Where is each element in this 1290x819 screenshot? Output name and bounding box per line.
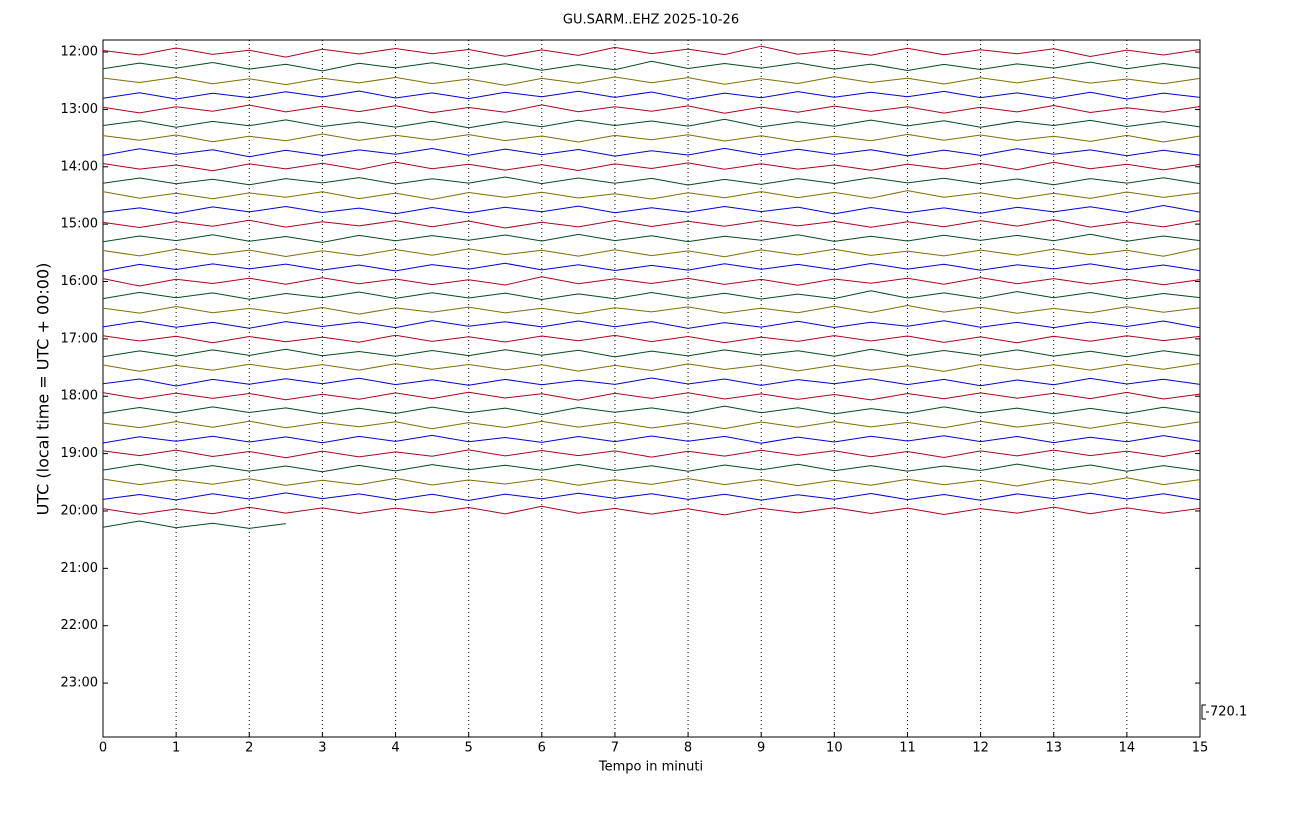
x-tick-label: 2 <box>245 741 253 756</box>
plot-frame <box>102 39 1201 738</box>
trace <box>102 405 1201 416</box>
trace <box>102 90 1201 100</box>
trace <box>102 262 1201 272</box>
x-tick-label: 1 <box>172 741 180 756</box>
trace <box>102 304 1201 315</box>
trace <box>102 104 1201 114</box>
trace <box>102 520 286 529</box>
trace <box>102 463 1201 473</box>
x-tick-label: 4 <box>391 741 399 756</box>
x-tick-label: 13 <box>1045 741 1062 756</box>
y-tick-label: 16:00 <box>61 274 98 289</box>
trace <box>102 60 1201 72</box>
chart-title: GU.SARM..EHZ 2025-10-26 <box>563 13 739 28</box>
trace <box>102 290 1201 301</box>
x-tick-label: 14 <box>1119 741 1136 756</box>
trace <box>102 161 1201 172</box>
x-tick-label: 8 <box>684 741 692 756</box>
trace <box>102 320 1201 329</box>
y-tick-label: 20:00 <box>61 503 98 518</box>
x-tick-label: 10 <box>826 741 843 756</box>
trace <box>102 45 1201 58</box>
x-tick-label: 6 <box>538 741 546 756</box>
trace <box>102 76 1201 86</box>
trace <box>102 391 1201 401</box>
y-tick-label: 21:00 <box>61 561 98 576</box>
x-tick-label: 11 <box>899 741 916 756</box>
trace <box>102 176 1201 186</box>
y-tick-label: 19:00 <box>61 446 98 461</box>
trace <box>102 449 1201 459</box>
x-tick-label: 5 <box>465 741 473 756</box>
trace <box>102 334 1201 344</box>
y-tick-label: 14:00 <box>61 159 98 174</box>
x-tick-label: 12 <box>972 741 989 756</box>
trace <box>102 147 1201 158</box>
trace <box>102 348 1201 358</box>
y-tick-label: 17:00 <box>61 331 98 346</box>
trace <box>102 377 1201 387</box>
trace <box>102 276 1201 287</box>
scale-bar <box>1201 704 1209 720</box>
x-tick-label: 3 <box>318 741 326 756</box>
trace <box>102 477 1201 487</box>
trace <box>102 190 1201 201</box>
scale-label: 720.1 <box>1210 705 1247 720</box>
x-tick-label: 0 <box>99 741 107 756</box>
trace <box>102 204 1201 215</box>
trace <box>102 363 1201 372</box>
y-tick-label: 22:00 <box>61 618 98 633</box>
y-tick-label: 12:00 <box>61 45 98 60</box>
trace <box>102 505 1201 516</box>
trace <box>102 133 1201 143</box>
y-tick-label: 18:00 <box>61 389 98 404</box>
trace <box>102 420 1201 430</box>
trace <box>102 434 1201 444</box>
trace <box>102 233 1201 243</box>
x-axis-label: Tempo in minuti <box>598 760 703 775</box>
y-tick-label: 13:00 <box>61 102 98 117</box>
trace <box>102 118 1201 129</box>
trace <box>102 219 1201 229</box>
x-tick-label: 7 <box>611 741 619 756</box>
trace <box>102 492 1201 502</box>
x-tick-label: 15 <box>1192 741 1209 756</box>
y-tick-label: 15:00 <box>61 217 98 232</box>
y-axis-label: UTC (local time = UTC + 00:00) <box>34 263 53 516</box>
trace <box>102 247 1201 258</box>
y-tick-label: 23:00 <box>61 676 98 691</box>
x-tick-label: 9 <box>757 741 765 756</box>
